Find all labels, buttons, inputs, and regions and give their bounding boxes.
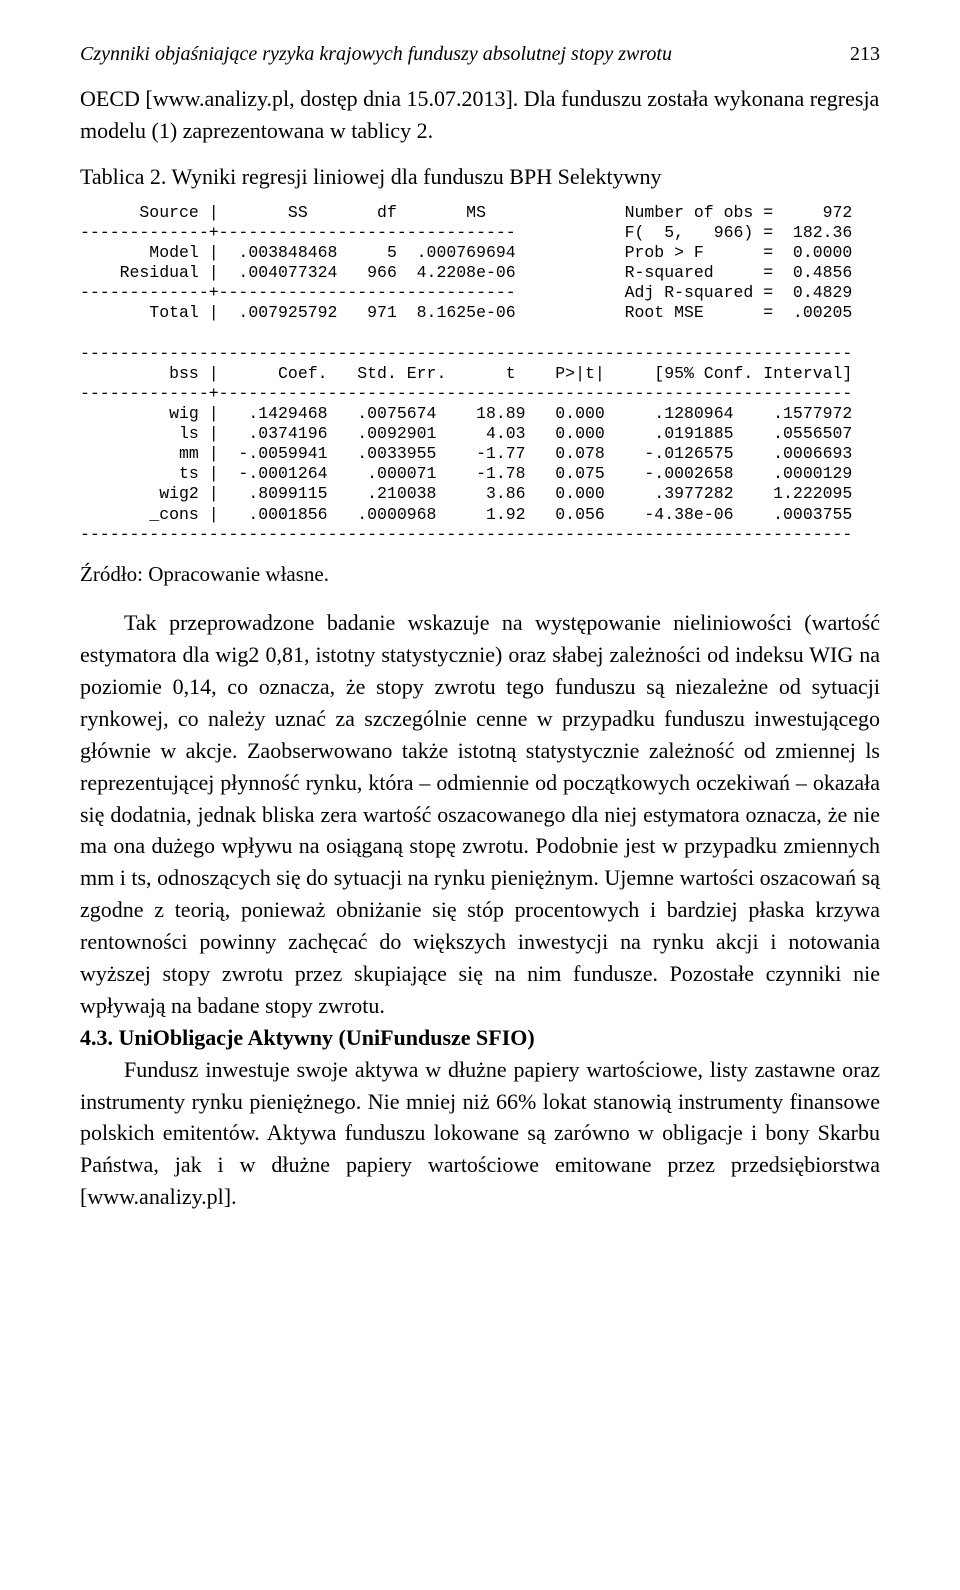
page-number: 213 — [850, 40, 880, 69]
section-heading: 4.3. UniObligacje Aktywny (UniFundusze S… — [80, 1022, 880, 1054]
running-title: Czynniki objaśniające ryzyka krajowych f… — [80, 40, 672, 69]
running-head: Czynniki objaśniające ryzyka krajowych f… — [80, 40, 880, 69]
section-number-title: 4.3. UniObligacje Aktywny (UniFundusze S… — [80, 1025, 535, 1050]
source-note: Źródło: Opracowanie własne. — [80, 559, 880, 589]
regression-output: Source | SS df MS Number of obs = 972 --… — [80, 203, 880, 545]
body-paragraph-1: Tak przeprowadzone badanie wskazuje na w… — [80, 607, 880, 1022]
body-paragraph-2: Fundusz inwestuje swoje aktywa w dłużne … — [80, 1054, 880, 1213]
table-caption: Tablica 2. Wyniki regresji liniowej dla … — [80, 161, 880, 193]
intro-paragraph: OECD [www.analizy.pl, dostęp dnia 15.07.… — [80, 83, 880, 147]
